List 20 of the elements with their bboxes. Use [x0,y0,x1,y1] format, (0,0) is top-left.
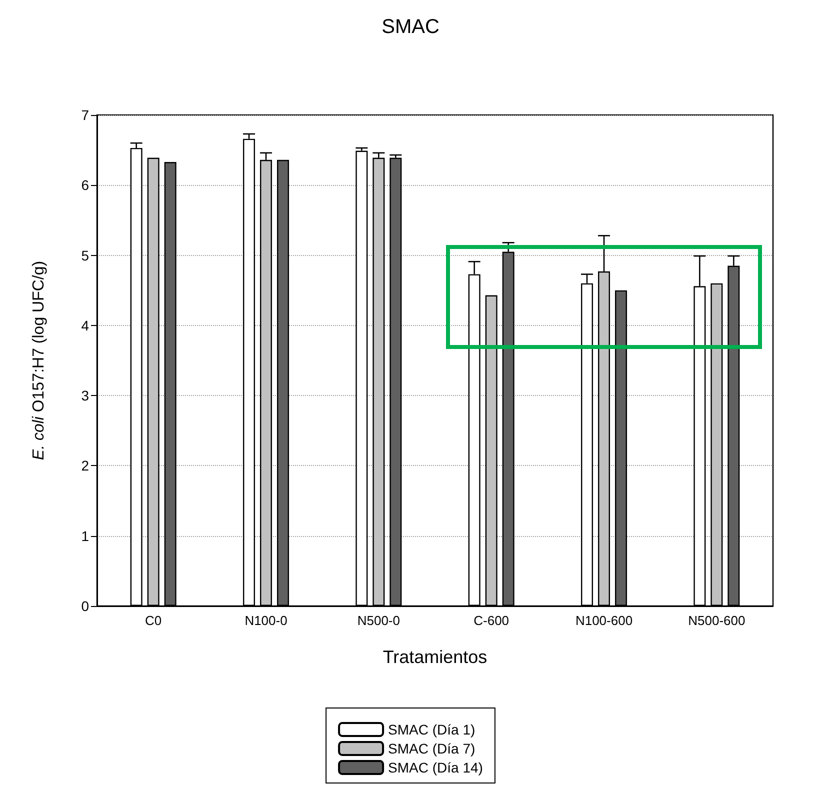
x-tick-label: N500-0 [357,613,400,628]
y-tick-label: 5 [81,247,90,264]
y-axis-title: E. coli O157:H7 (log UFC/g) [30,260,48,460]
x-tick-label: C-600 [474,613,510,628]
x-tick-label: N100-0 [244,613,288,628]
y-tick-label: 7 [81,107,90,123]
y-tick-label: 0 [81,598,90,614]
y-tick-label: 2 [81,458,90,474]
legend-label: SMAC (Día 14) [388,760,483,776]
y-tick-label: 1 [81,528,90,544]
chart-title: SMAC [382,16,440,38]
legend-label: SMAC (Día 7) [388,740,476,756]
x-tick-label: C0 [145,613,162,628]
y-tick-label: 6 [81,177,90,194]
x-tick-label: N100-600 [575,613,633,628]
legend-label: SMAC (Día 1) [388,722,476,738]
y-tick-label: 3 [81,388,90,404]
y-tick-label: 4 [81,317,90,334]
x-tick-label: N500-600 [688,613,746,628]
x-axis-title: Tratamientos [382,647,488,667]
